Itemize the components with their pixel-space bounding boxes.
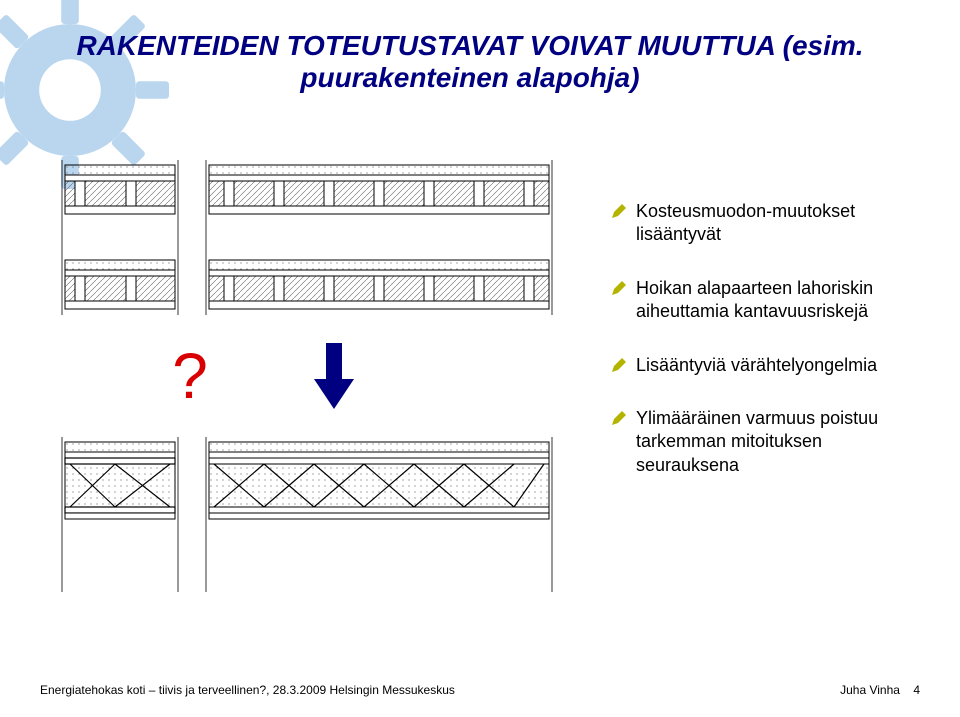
slide-title: RAKENTEIDEN TOTEUTUSTAVAT VOIVAT MUUTTUA… — [60, 30, 880, 94]
section-shallow-short — [60, 160, 180, 315]
bullet-item: Ylimääräinen varmuus poistuu tarkemman m… — [610, 407, 930, 477]
bullet-text: Kosteusmuodon-muutokset lisääntyvät — [636, 200, 930, 247]
bullet-text: Lisääntyviä värähtelyongelmia — [636, 354, 877, 377]
pencil-icon — [610, 358, 626, 374]
section-shallow-long — [204, 160, 554, 315]
bullet-text: Hoikan alapaarteen lahoriskin aiheuttami… — [636, 277, 930, 324]
section-truss-long — [204, 437, 554, 592]
bullet-text: Ylimääräinen varmuus poistuu tarkemman m… — [636, 407, 930, 477]
question-mark: ? — [130, 339, 250, 413]
bullet-item: Hoikan alapaarteen lahoriskin aiheuttami… — [610, 277, 930, 324]
pencil-icon — [610, 411, 626, 427]
footer-author: Juha Vinha — [840, 683, 900, 697]
footer-left: Energiatehokas koti – tiivis ja terveell… — [40, 683, 455, 697]
footer: Energiatehokas koti – tiivis ja terveell… — [40, 683, 920, 697]
footer-page: 4 — [913, 683, 920, 697]
bullet-list: Kosteusmuodon-muutokset lisääntyvät Hoik… — [610, 200, 930, 507]
down-arrow-icon — [312, 341, 356, 411]
bullet-item: Lisääntyviä värähtelyongelmia — [610, 354, 930, 377]
bullet-item: Kosteusmuodon-muutokset lisääntyvät — [610, 200, 930, 247]
section-truss-short — [60, 437, 180, 592]
pencil-icon — [610, 204, 626, 220]
diagram-area: ? — [60, 160, 580, 592]
pencil-icon — [610, 281, 626, 297]
